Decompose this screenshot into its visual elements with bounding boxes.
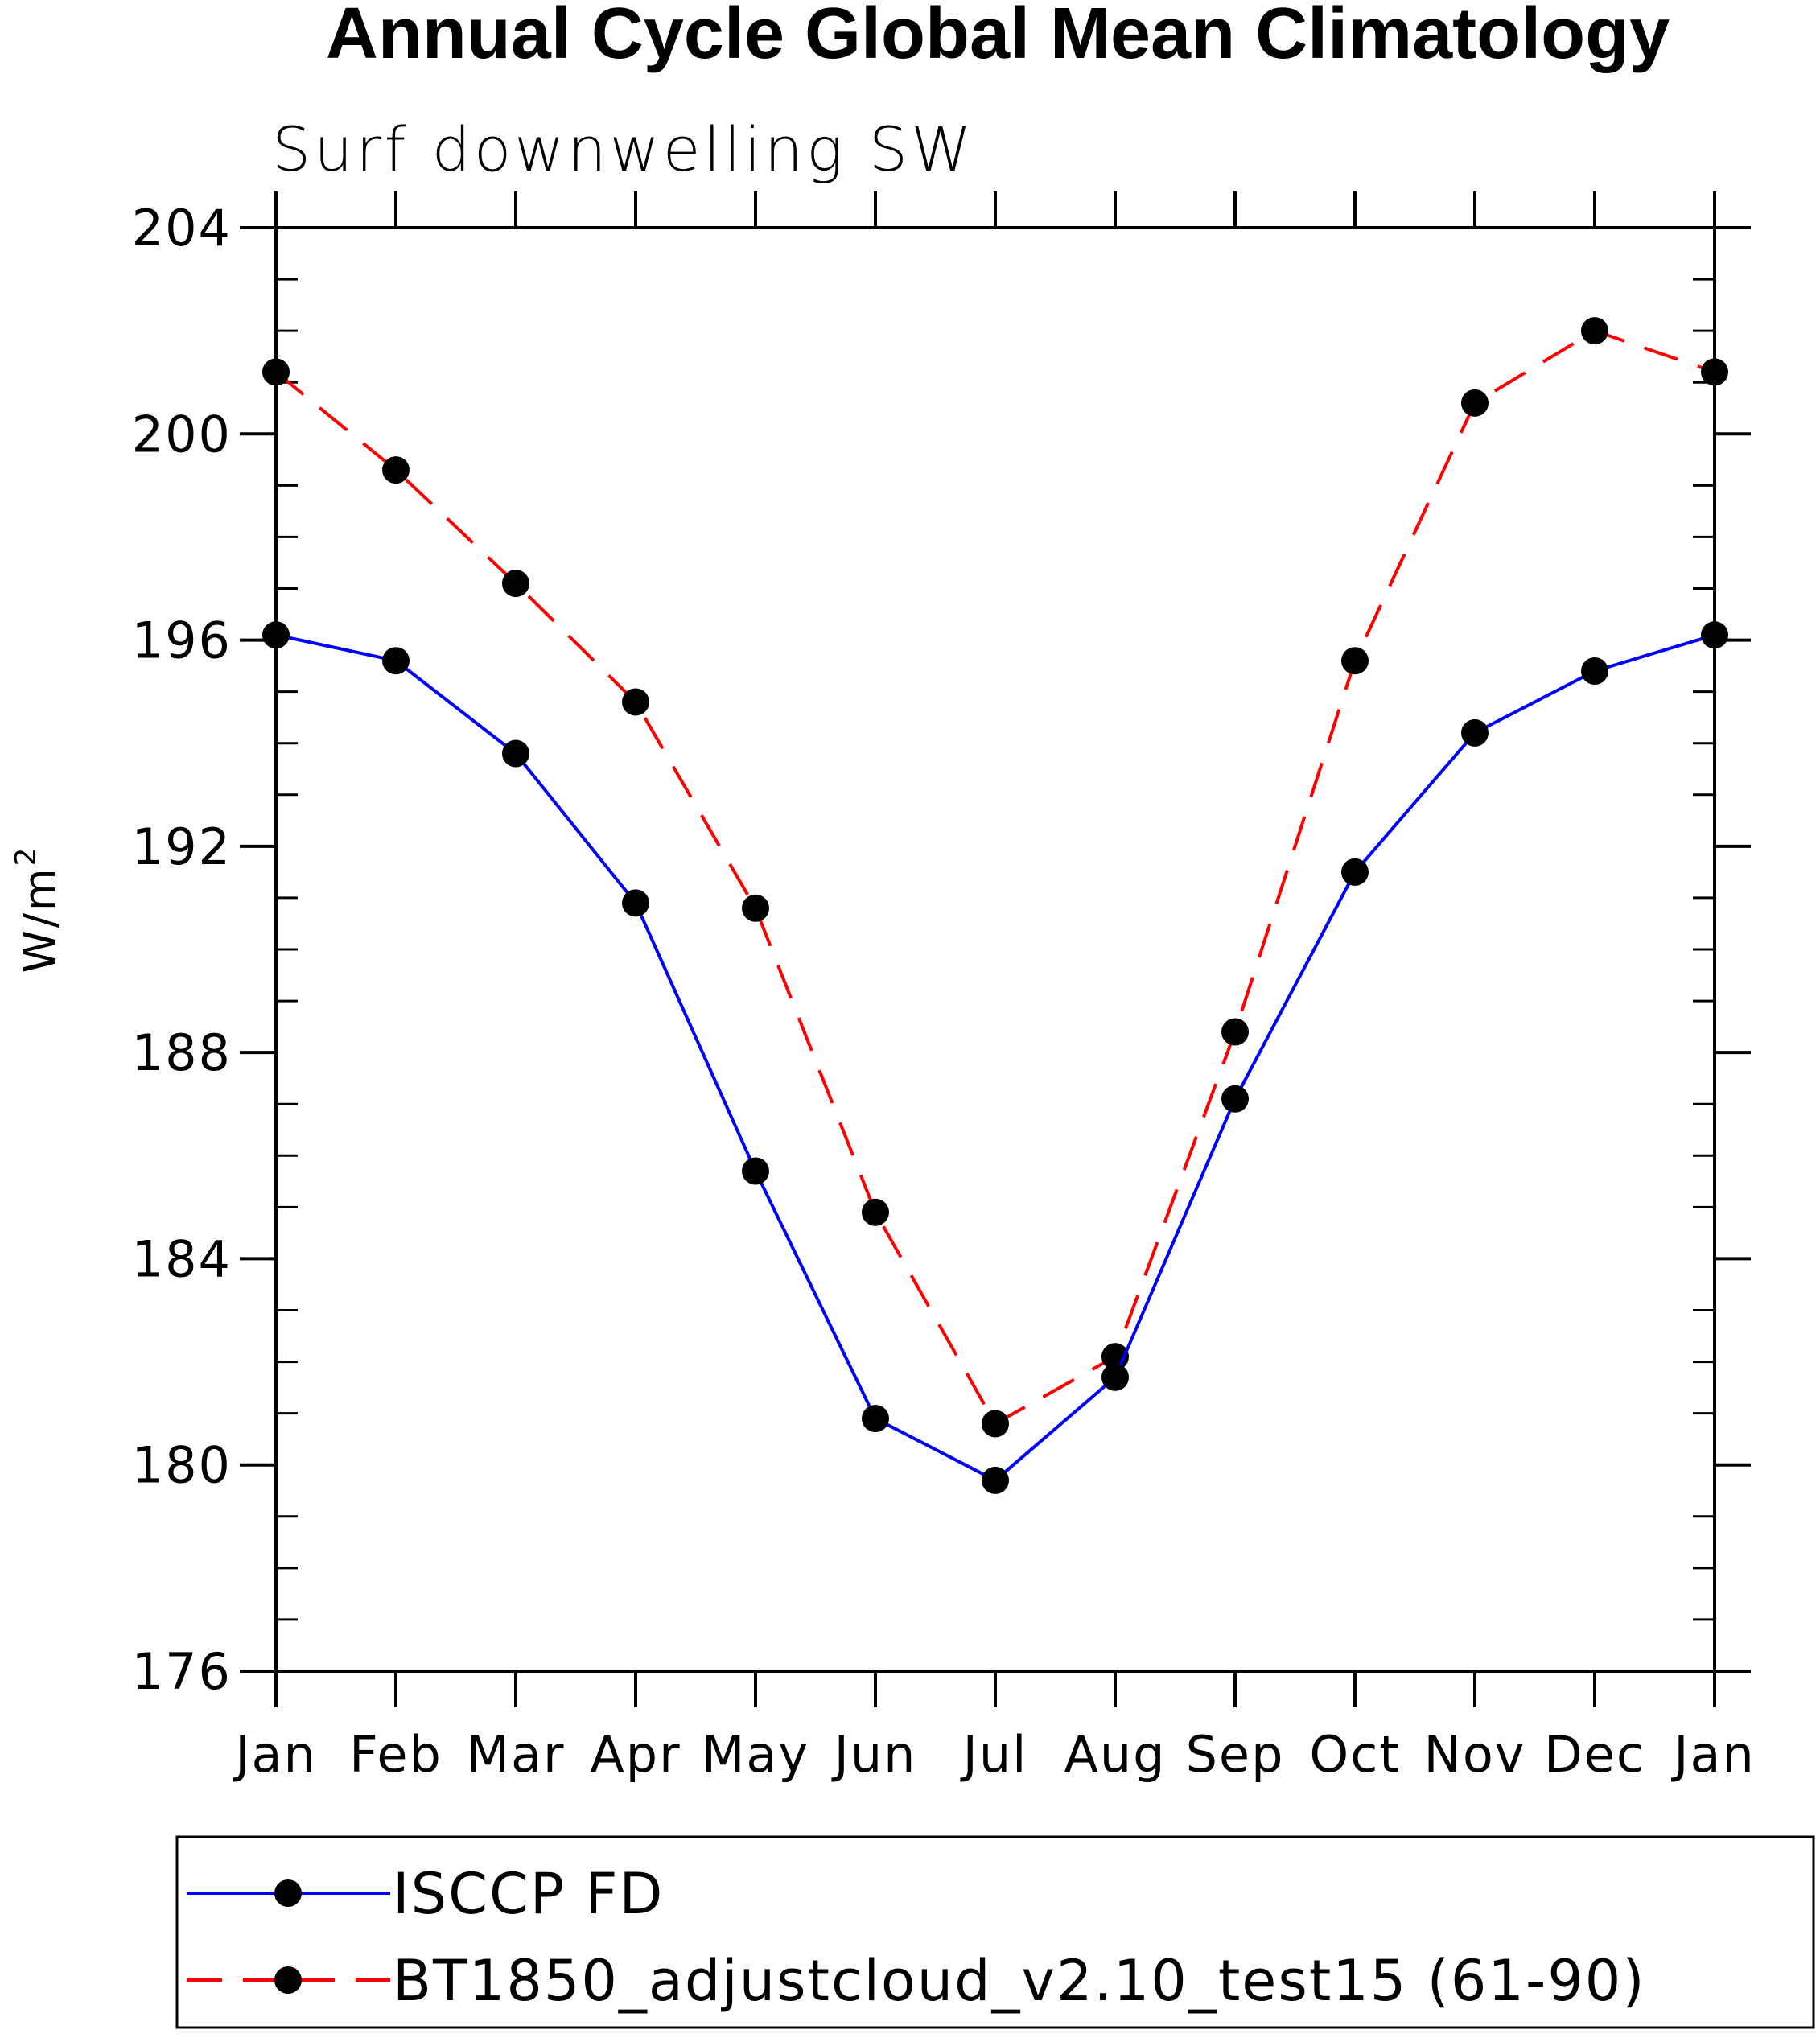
chart-subtitle: Surf downwelling SW [272, 113, 974, 185]
series-point [262, 358, 290, 386]
y-axis-label: W/m2 [10, 845, 65, 973]
y-tick-label: 200 [132, 405, 232, 463]
series-point [622, 889, 649, 917]
x-tick-label: Feb [349, 1725, 443, 1784]
legend-box [175, 1835, 1815, 2029]
series-point [862, 1405, 889, 1433]
series-point [502, 570, 529, 598]
series-point [1461, 389, 1489, 417]
series-line [275, 633, 1715, 1482]
y-tick-label: 192 [132, 817, 232, 876]
series-point [742, 1157, 769, 1185]
x-tick-label: Nov [1423, 1725, 1526, 1784]
x-tick-label: Jun [831, 1725, 917, 1784]
x-tick-label: Jul [960, 1725, 1028, 1784]
x-tick-label: May [702, 1725, 809, 1784]
x-tick-label: Jan [232, 1725, 317, 1784]
y-axis-label-superscript: 2 [10, 845, 43, 866]
legend-marker-2 [274, 1966, 302, 1994]
series-line [274, 329, 1715, 1426]
series-2 [262, 317, 1728, 1438]
series-point [382, 456, 410, 484]
x-tick-label: Jan [1670, 1725, 1756, 1784]
plot-frame [274, 226, 1716, 1673]
y-axis-label-main: W/m [14, 866, 65, 973]
y-tick-label: 184 [132, 1229, 232, 1288]
series-point [1581, 657, 1608, 686]
x-tick-label: Aug [1064, 1725, 1166, 1784]
y-tick-label: 204 [132, 199, 232, 257]
y-tick-label: 176 [132, 1642, 232, 1701]
series-point [742, 894, 769, 922]
legend-entry-2: BT1850_adjustcloud_v2.10_test15 (61-90) [393, 1948, 1646, 2014]
x-tick-label: Dec [1544, 1725, 1645, 1784]
series-point [1701, 358, 1728, 386]
x-tick-label: Mar [467, 1725, 566, 1784]
y-tick-label: 196 [132, 611, 232, 670]
y-tick-label: 188 [132, 1023, 232, 1082]
series-point [1581, 317, 1608, 345]
axes-layer: 176 180 184 188 192 196 200 204 Jan Feb Mar Apr May J… [132, 191, 1756, 1784]
series-point [622, 688, 649, 716]
chart-title: Annual Cycle Global Mean Climatology [326, 0, 1670, 74]
series-point [1101, 1363, 1129, 1391]
series-point [1341, 647, 1369, 675]
series-point [1221, 1018, 1249, 1046]
series-point [1221, 1085, 1249, 1113]
legend-marker-1 [274, 1879, 302, 1907]
series-point [982, 1410, 1009, 1438]
series-1 [262, 621, 1728, 1494]
series-point [1461, 718, 1489, 747]
legend: ISCCP FD BT1850_adjustcloud_v2.10_test15 … [175, 1835, 1815, 2029]
series-point [1341, 858, 1369, 886]
series-layer [262, 317, 1728, 1494]
y-tick-label: 180 [132, 1436, 232, 1495]
series-point [382, 647, 410, 675]
series-point [502, 739, 529, 768]
x-tick-label: Oct [1309, 1725, 1400, 1784]
legend-entry-1: ISCCP FD [393, 1861, 664, 1927]
x-tick-label: Sep [1186, 1725, 1285, 1784]
series-point [862, 1198, 889, 1226]
series-point [262, 621, 290, 649]
series-point [1701, 621, 1728, 649]
series-point [982, 1466, 1009, 1494]
x-tick-label: Apr [590, 1725, 681, 1784]
